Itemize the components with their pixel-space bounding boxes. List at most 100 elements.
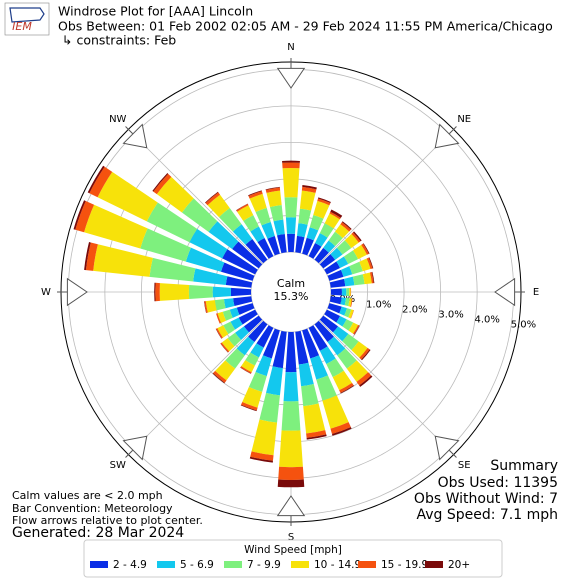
wind-bar (341, 288, 347, 296)
wind-bar (208, 221, 239, 250)
wind-bar (349, 287, 351, 297)
wind-bar (308, 325, 328, 351)
legend-box (83, 539, 503, 578)
wind-bar (241, 402, 258, 411)
wind-bar (216, 313, 222, 324)
wind-bar (193, 268, 228, 286)
wind-bar (249, 193, 267, 213)
wind-bar (236, 303, 255, 315)
wind-bar (240, 366, 252, 374)
r-tick-label: 3.0% (438, 309, 463, 320)
wind-bar (215, 328, 222, 339)
wind-bar (250, 343, 264, 358)
wind-bar (369, 272, 374, 284)
wind-bar (185, 247, 225, 272)
wind-bar (89, 166, 113, 198)
wind-bar (85, 242, 98, 271)
flow-arrow (122, 123, 148, 149)
calm-circle (252, 253, 330, 331)
wind-bar (213, 370, 227, 383)
wind-bar (266, 366, 283, 396)
wind-bar (265, 186, 280, 191)
wind-bar (220, 343, 229, 353)
flow-arrow (434, 123, 460, 149)
wind-bar (332, 370, 353, 391)
wind-bar (336, 316, 347, 327)
wind-bar (335, 224, 350, 239)
wind-bar (317, 198, 331, 206)
wind-bar (346, 360, 369, 382)
wind-bar (301, 186, 317, 193)
wind-bar (306, 430, 327, 438)
wind-bar (319, 315, 339, 333)
legend-label: 10 - 14.9 (314, 559, 361, 571)
wind-bar (97, 171, 158, 222)
wind-bar (346, 288, 350, 296)
wind-bar (301, 384, 319, 407)
wind-bar (278, 466, 304, 480)
wind-bar (340, 266, 353, 277)
wind-bar (188, 285, 213, 299)
wind-bar (220, 262, 255, 281)
wind-bar (87, 165, 105, 194)
wind-bar (344, 233, 359, 248)
wind-bar (313, 200, 330, 219)
wind-bar (353, 244, 367, 260)
wind-bar (339, 306, 347, 316)
wind-bar (146, 202, 198, 243)
r-tick-label: 1.0% (366, 299, 391, 310)
wind-bar (245, 239, 268, 264)
note: Calm values are < 2.0 mph (12, 489, 163, 502)
legend-swatch (157, 561, 175, 568)
wind-bar (368, 257, 374, 269)
spoke (319, 129, 454, 264)
wind-bar (331, 427, 352, 436)
flow-arrow (276, 67, 306, 89)
wind-bar (359, 375, 373, 387)
wind-bar (204, 301, 208, 313)
wind-bar (225, 276, 253, 288)
wind-bar (230, 317, 243, 330)
wind-bar (75, 201, 95, 233)
wind-bar (189, 228, 228, 259)
summary-heading: Summary (490, 458, 558, 474)
wind-bar (348, 309, 354, 319)
wind-bar (359, 347, 370, 360)
wind-bar (259, 392, 280, 423)
wind-bar (266, 190, 282, 208)
wind-bar (250, 451, 274, 461)
wind-bar (310, 355, 328, 380)
wind-bar (295, 330, 309, 365)
wind-bar (327, 303, 342, 314)
wind-bar (277, 479, 305, 488)
wind-bar (363, 243, 370, 254)
wind-bar (154, 282, 156, 302)
constraints: ↳ constraints: Feb (62, 33, 176, 48)
generated: Generated: 28 Mar 2024 (12, 525, 184, 541)
r-tick-label: 5.0% (511, 320, 536, 331)
summary-line: Obs Used: 11395 (438, 475, 558, 491)
note: Bar Convention: Meteorology (12, 502, 173, 515)
wind-bar (340, 297, 347, 306)
wind-bar (329, 296, 342, 305)
wind-bar (222, 309, 233, 321)
wind-bar (329, 278, 346, 288)
calm-label: Calm (277, 277, 305, 290)
wind-bar (285, 217, 297, 234)
wind-bar (350, 287, 352, 297)
note: Flow arrows relative to plot center. (12, 514, 203, 527)
wind-bar (303, 403, 326, 434)
wind-bar (257, 238, 274, 259)
wind-bar (222, 249, 258, 275)
wind-bar (352, 231, 362, 242)
logo-text: IEM (12, 20, 32, 33)
wind-bar (330, 288, 342, 296)
wind-bar (319, 223, 334, 238)
wind-bar (319, 254, 336, 269)
wind-bar (341, 221, 352, 230)
wind-bar (315, 233, 328, 247)
wind-bar (354, 325, 360, 335)
wind-bar (249, 456, 273, 463)
wind-bar (240, 404, 257, 412)
